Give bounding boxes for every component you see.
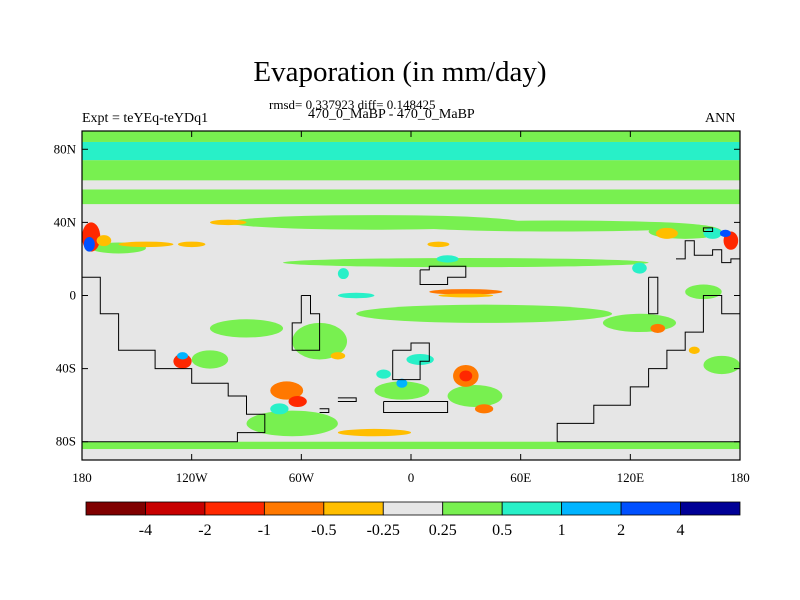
- anomaly-patch-24: [337, 268, 349, 280]
- anomaly-patch-26: [177, 352, 189, 360]
- anomaly-patch-22: [438, 293, 494, 298]
- anomaly-patch-40: [632, 262, 647, 274]
- chart-title: Evaporation (in mm/day): [253, 56, 547, 88]
- coastline-10: [556, 295, 740, 443]
- rmsd-diff-stats: rmsd= 0.337923 diff= 0.148425: [269, 97, 436, 112]
- coastline-5: [337, 397, 357, 402]
- colorbar-label-6: 0.5: [492, 522, 512, 539]
- colorbar: -4 -2 -1 -0.5 -0.25 0.25 0.5 1 2 4: [85, 501, 741, 539]
- colorbar-box-8: [561, 501, 622, 516]
- anomaly-patch-43: [337, 428, 412, 437]
- colorbar-box-2: [204, 501, 265, 516]
- anomaly-patch-6: [191, 350, 229, 369]
- lat-band-4: [82, 441, 740, 450]
- colorbar-label-7: 1: [558, 522, 566, 539]
- anomaly-patch-8: [374, 381, 430, 400]
- anomaly-patch-45: [396, 378, 408, 388]
- coastline-0: [82, 276, 266, 443]
- anomaly-patch-35: [406, 353, 434, 365]
- x-tick-label-3: 0: [408, 470, 415, 485]
- x-tick-label-4: 60E: [510, 470, 531, 485]
- map-plot-area: [82, 131, 740, 460]
- chart-subtitle: 470_0_MaBP - 470_0_MaBP: [308, 107, 475, 122]
- anomaly-patch-11: [602, 313, 677, 333]
- coastline-4: [383, 401, 449, 413]
- colorbar-label-9: 4: [677, 522, 685, 539]
- anomaly-patch-36: [655, 227, 678, 239]
- colorbar-label-2: -1: [258, 522, 271, 539]
- y-tick-label-1: 40N: [54, 214, 77, 229]
- colorbar-box-9: [620, 501, 681, 516]
- y-tick-label-0: 80N: [54, 141, 77, 156]
- x-tick-label-6: 180: [730, 470, 750, 485]
- colorbar-label-5: 0.25: [429, 522, 457, 539]
- anomaly-patch-9: [447, 385, 503, 407]
- x-tick-label-2: 60W: [289, 470, 315, 485]
- colorbar-box-7: [501, 501, 563, 516]
- anomaly-patch-21: [429, 289, 503, 295]
- anomaly-patch-16: [83, 237, 95, 252]
- y-tick-label-2: 0: [70, 288, 77, 303]
- colorbar-box-6: [442, 501, 503, 516]
- anomaly-patch-29: [270, 403, 289, 415]
- colorbar-box-1: [145, 501, 206, 516]
- anomaly-patch-3: [283, 258, 649, 268]
- coastline-3: [419, 265, 467, 285]
- colorbar-label-4: -0.25: [367, 522, 400, 539]
- colorbar-box-3: [263, 501, 325, 516]
- colorbar-box-10: [680, 501, 741, 516]
- anomaly-patch-7: [246, 410, 338, 437]
- lat-band-0: [82, 141, 740, 161]
- anomaly-patch-32: [474, 404, 494, 414]
- colorbar-box-4: [323, 501, 384, 516]
- anomaly-patch-5: [209, 319, 284, 338]
- anomaly-patch-34: [376, 369, 391, 379]
- x-tick-label-0: 180: [72, 470, 92, 485]
- coastline-2: [392, 342, 430, 381]
- anomaly-patch-2: [411, 220, 704, 232]
- coastline-7: [648, 276, 659, 315]
- colorbar-label-8: 2: [617, 522, 625, 539]
- anomaly-patch-44: [436, 255, 459, 263]
- anomaly-patch-39: [719, 229, 731, 238]
- anomaly-patch-33: [330, 352, 346, 360]
- anomaly-patch-4: [356, 304, 613, 323]
- colorbar-box-0: [85, 501, 146, 516]
- x-tick-label-5: 120E: [617, 470, 645, 485]
- coastline-1: [291, 295, 321, 351]
- anomaly-patch-13: [703, 355, 740, 375]
- anomaly-patch-19: [177, 241, 206, 248]
- anomaly-patch-37: [703, 227, 722, 239]
- season-label: ANN: [705, 111, 736, 126]
- x-tick-label-1: 120W: [176, 470, 209, 485]
- anomaly-patch-41: [650, 323, 666, 333]
- coastline-9: [676, 240, 740, 264]
- anomaly-patch-23: [337, 292, 375, 299]
- colorbar-label-0: -4: [139, 522, 152, 539]
- anomaly-patch-27: [270, 381, 304, 400]
- colorbar-label-3: -0.5: [311, 522, 336, 539]
- anomaly-patch-17: [96, 235, 112, 247]
- anomaly-patch-18: [118, 241, 174, 248]
- coastline-6: [319, 408, 330, 413]
- anomaly-patch-28: [288, 396, 307, 407]
- coastline-8: [702, 227, 714, 232]
- lat-band-3: [82, 189, 740, 205]
- anomaly-patch-42: [688, 346, 700, 354]
- axes: 180 120W 60W 0 60E 120E 180 80N 40N 0 40S 80S: [54, 131, 750, 485]
- lat-band-2: [82, 160, 740, 181]
- anomaly-patch-46: [209, 219, 247, 226]
- anomaly-patch-20: [427, 241, 450, 248]
- anomaly-patch-31: [459, 370, 473, 382]
- y-tick-label-3: 40S: [56, 361, 76, 376]
- colorbar-box-5: [382, 501, 444, 516]
- experiment-label: Expt = teYEq-teYDq1: [82, 111, 209, 126]
- y-tick-label-4: 80S: [56, 434, 76, 449]
- colorbar-label-1: -2: [198, 522, 211, 539]
